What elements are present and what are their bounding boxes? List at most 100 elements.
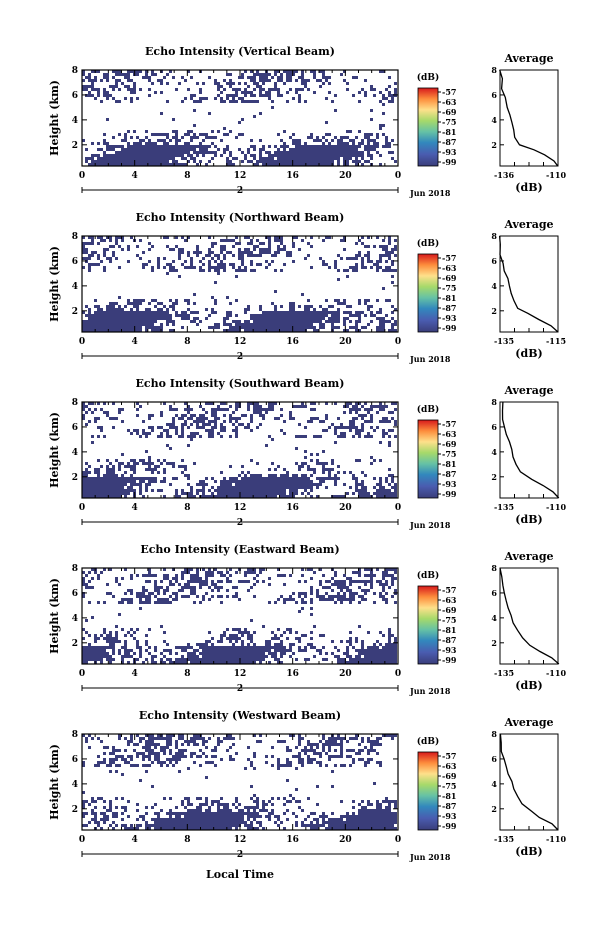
heatmap-cell [94, 299, 97, 302]
x-tick-label: 0 [79, 503, 85, 513]
avg-y-tick-label: 6 [491, 90, 497, 100]
heatmap-cell [112, 136, 115, 139]
heatmap-cell [211, 595, 214, 598]
heatmap-cell [265, 761, 268, 764]
heatmap-cell [139, 486, 142, 489]
heatmap-cell [337, 254, 340, 257]
heatmap-cell [157, 260, 160, 263]
heatmap-cell [325, 417, 328, 420]
heatmap-cell [304, 818, 307, 821]
heatmap-cell [235, 432, 238, 435]
heatmap-cell [151, 661, 157, 664]
heatmap-cell [109, 260, 112, 263]
heatmap-cell [211, 142, 214, 145]
heatmap-cell [112, 426, 115, 429]
heatmap-cell [238, 133, 244, 136]
heatmap-cell [334, 764, 337, 767]
heatmap-cell [352, 435, 355, 438]
heatmap-cell [376, 329, 385, 332]
heatmap-cell [85, 314, 172, 317]
heatmap-cell [172, 417, 175, 420]
heatmap-cell [208, 598, 211, 601]
heatmap-cell [109, 245, 115, 248]
heatmap-cell [226, 589, 229, 592]
heatmap-cell [334, 426, 358, 429]
heatmap-cell [229, 435, 232, 438]
heatmap-cell [346, 257, 358, 260]
heatmap-cell [91, 435, 94, 438]
heatmap-cell [268, 661, 271, 664]
avg-title: Average [503, 550, 553, 563]
heatmap-cell [310, 637, 313, 640]
heatmap-cell [151, 655, 157, 658]
heatmap-cell [361, 88, 364, 91]
heatmap-cell [142, 432, 151, 435]
heatmap-cell [160, 91, 163, 94]
heatmap-cell [193, 761, 196, 764]
heatmap-cell [355, 734, 358, 737]
heatmap-cell [322, 737, 325, 740]
heatmap-cell [310, 489, 313, 492]
colorbar-tick-label: -57 [442, 253, 456, 263]
heatmap-cell [103, 76, 109, 79]
heatmap-cell [121, 139, 127, 142]
heatmap-cell [376, 317, 385, 320]
heatmap-cell [82, 571, 85, 574]
heatmap-cell [115, 79, 121, 82]
heatmap-cell [262, 417, 265, 420]
heatmap-cell [142, 764, 151, 767]
heatmap-cell [187, 130, 193, 133]
x-tick-label: 0 [395, 835, 401, 845]
avg-title: Average [503, 716, 553, 729]
heatmap-cell [349, 420, 355, 423]
heatmap-cell [130, 737, 133, 740]
heatmap-cell [229, 574, 232, 577]
panel-2: Echo Intensity (Northward Beam)Height (k… [48, 211, 566, 364]
heatmap-cell [94, 468, 100, 471]
heatmap-cell [247, 85, 250, 88]
heatmap-cell [364, 79, 367, 82]
heatmap-cell [241, 160, 244, 163]
heatmap-cell [280, 595, 283, 598]
heatmap-cell [109, 239, 112, 242]
heatmap-cell [193, 151, 217, 154]
heatmap-cell [334, 260, 337, 263]
avg-profile-line [498, 235, 559, 333]
heatmap-cell [280, 474, 289, 477]
heatmap-cell [268, 818, 271, 821]
heatmap-cell [244, 248, 250, 251]
heatmap-cell [136, 803, 139, 806]
x-tick-label: 8 [184, 835, 190, 845]
heatmap-cell [283, 468, 286, 471]
heatmap-cell [325, 320, 340, 323]
heatmap-cell [244, 311, 247, 314]
heatmap-cell [301, 474, 307, 477]
heatmap-cell [148, 79, 151, 82]
heatmap-cell [250, 640, 253, 643]
heatmap-cell [139, 655, 142, 658]
heatmap-cell [211, 755, 217, 758]
heatmap-cell [190, 76, 193, 79]
heatmap-cell [187, 580, 208, 583]
heatmap-cell [352, 417, 358, 420]
heatmap-cell [376, 495, 397, 498]
chart-title: Echo Intensity (Southward Beam) [136, 377, 345, 390]
heatmap-cell [163, 76, 166, 79]
heatmap-cell [106, 658, 115, 661]
colorbar-tick-label: -63 [442, 97, 457, 107]
panel-1: Echo Intensity (Vertical Beam)Height (km… [48, 45, 566, 198]
heatmap-cell [271, 631, 274, 634]
heatmap-cell [88, 580, 91, 583]
heatmap-cell [241, 151, 244, 154]
heatmap-cell [202, 492, 205, 495]
heatmap-cell [391, 402, 397, 405]
heatmap-cell [328, 824, 394, 827]
heatmap-cell [274, 145, 277, 148]
heatmap-cell [361, 598, 367, 601]
heatmap-cell [334, 266, 337, 269]
heatmap-cell [217, 571, 223, 574]
heatmap-cell [145, 308, 151, 311]
heatmap-cell [241, 414, 247, 417]
heatmap-cell [103, 806, 106, 809]
heatmap-cell [385, 480, 388, 483]
